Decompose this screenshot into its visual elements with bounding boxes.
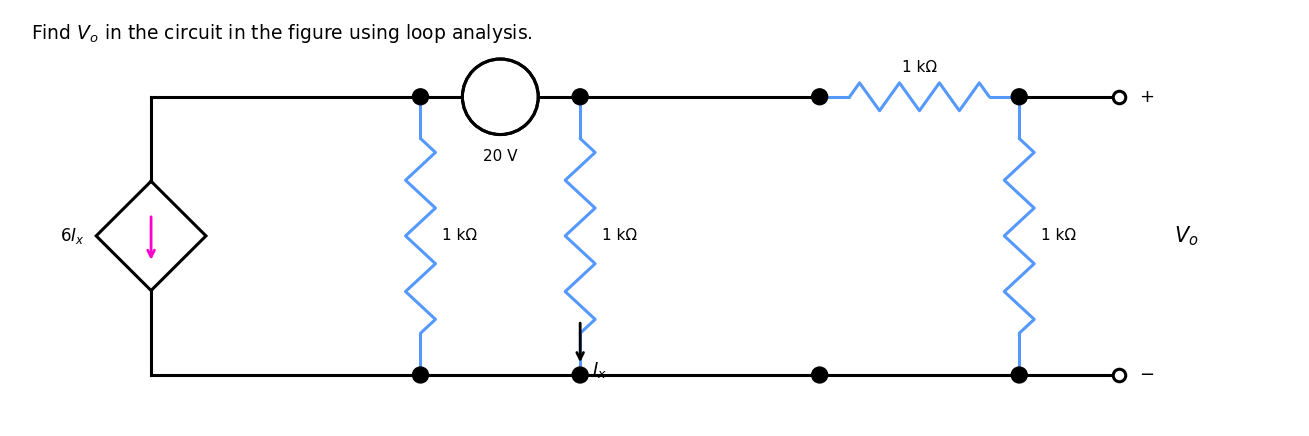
Text: Find $V_o$ in the circuit in the figure using loop analysis.: Find $V_o$ in the circuit in the figure … (31, 22, 533, 45)
Text: $6I_x$: $6I_x$ (60, 226, 84, 246)
Circle shape (462, 59, 538, 135)
Circle shape (812, 367, 827, 383)
Text: $V_o$: $V_o$ (1174, 224, 1199, 248)
Text: −: − (479, 84, 493, 102)
Circle shape (572, 367, 588, 383)
Text: +: + (509, 84, 524, 102)
Circle shape (812, 89, 827, 105)
Circle shape (412, 367, 428, 383)
Circle shape (1012, 89, 1028, 105)
Text: 1 kΩ: 1 kΩ (442, 228, 478, 243)
Text: 1 kΩ: 1 kΩ (602, 228, 637, 243)
Text: 1 kΩ: 1 kΩ (1041, 228, 1076, 243)
Circle shape (572, 89, 588, 105)
Text: −: − (1139, 366, 1155, 384)
Text: 1 kΩ: 1 kΩ (902, 60, 937, 75)
Text: +: + (1139, 88, 1155, 106)
Text: 20 V: 20 V (483, 150, 517, 164)
Text: $I_x$: $I_x$ (592, 360, 607, 380)
Circle shape (1012, 367, 1028, 383)
Circle shape (412, 89, 428, 105)
